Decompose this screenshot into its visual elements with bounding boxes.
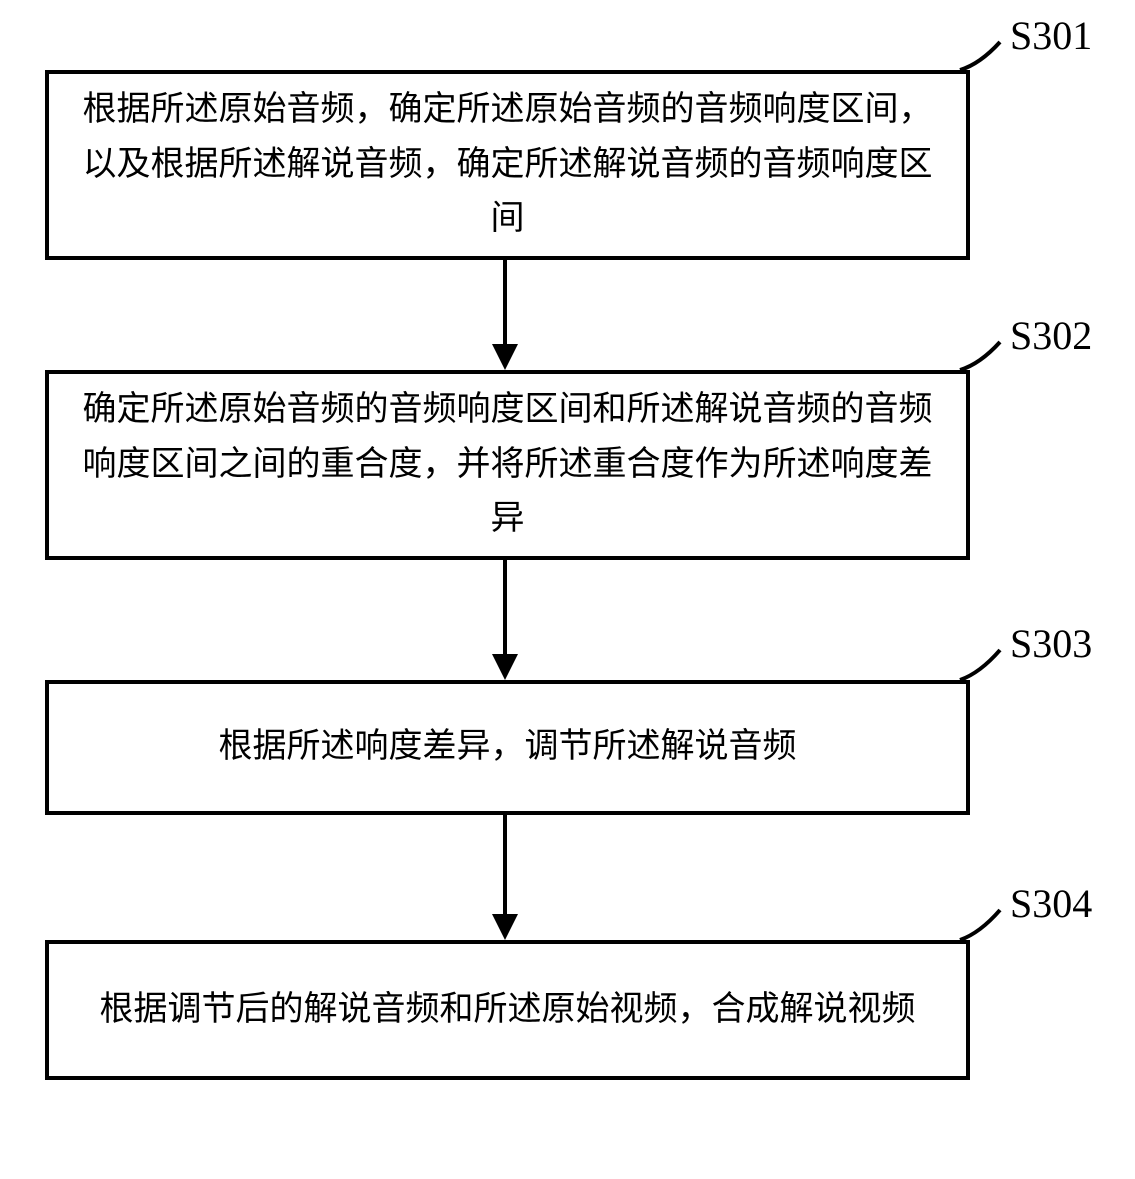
- step-label-s304: S304: [1010, 880, 1092, 927]
- step-label-s303: S303: [1010, 620, 1092, 667]
- step-label-s301: S301: [1010, 12, 1092, 59]
- arrow-s302-s303: [488, 560, 522, 680]
- flowchart-node-s304: 根据调节后的解说音频和所述原始视频，合成解说视频: [45, 940, 970, 1080]
- flowchart-node-text: 根据所述原始音频，确定所述原始音频的音频响度区间，以及根据所述解说音频，确定所述…: [67, 83, 948, 246]
- flowchart-canvas: 根据所述原始音频，确定所述原始音频的音频响度区间，以及根据所述解说音频，确定所述…: [0, 0, 1135, 1179]
- flowchart-node-text: 确定所述原始音频的音频响度区间和所述解说音频的音频响度区间之间的重合度，并将所述…: [67, 383, 948, 546]
- flowchart-node-s302: 确定所述原始音频的音频响度区间和所述解说音频的音频响度区间之间的重合度，并将所述…: [45, 370, 970, 560]
- arrow-s301-s302: [488, 260, 522, 370]
- flowchart-node-text: 根据调节后的解说音频和所述原始视频，合成解说视频: [67, 983, 948, 1037]
- flowchart-node-text: 根据所述响度差异，调节所述解说音频: [67, 720, 948, 774]
- step-label-s302: S302: [1010, 312, 1092, 359]
- arrow-s303-s304: [488, 815, 522, 940]
- flowchart-node-s303: 根据所述响度差异，调节所述解说音频: [45, 680, 970, 815]
- flowchart-node-s301: 根据所述原始音频，确定所述原始音频的音频响度区间，以及根据所述解说音频，确定所述…: [45, 70, 970, 260]
